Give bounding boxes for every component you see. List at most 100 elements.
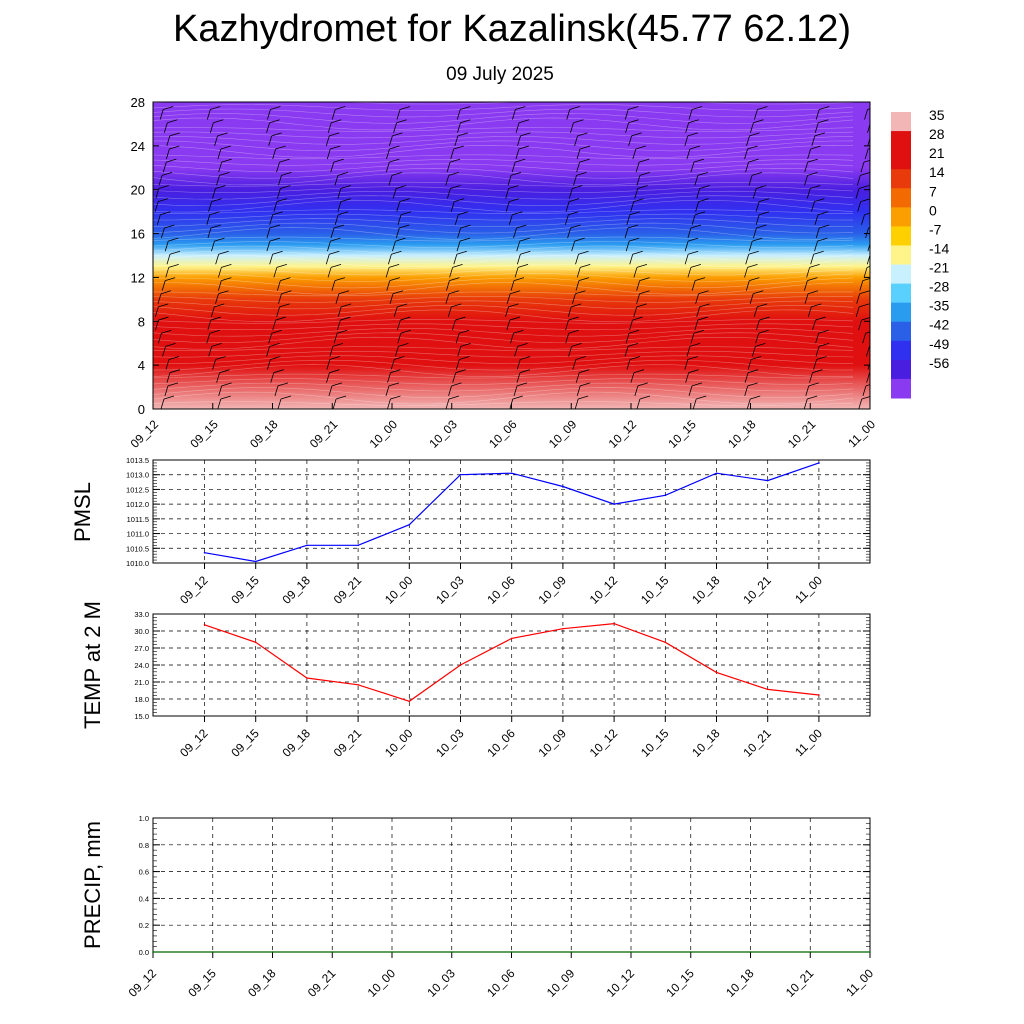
wind-barb-flag xyxy=(818,329,829,334)
heatmap-xtick-label: 11_00 xyxy=(845,417,878,450)
wind-barb-flag xyxy=(398,342,409,347)
heatmap-ytick-label: 4 xyxy=(138,358,145,373)
wind-barb-flag xyxy=(396,119,407,124)
wind-barb-flag xyxy=(389,145,400,150)
wind-barb-flag xyxy=(753,119,764,124)
wind-barb-staff xyxy=(397,214,402,225)
wind-barb-flag xyxy=(579,369,590,374)
contour-line xyxy=(153,336,854,350)
wind-barb-staff xyxy=(568,346,572,357)
xtick-label: 09_12 xyxy=(177,573,211,607)
data-point xyxy=(715,472,718,475)
colorbar-swatch xyxy=(891,302,911,323)
wind-barb-flag xyxy=(390,369,401,374)
wind-barb-flag xyxy=(273,369,284,374)
contour-line xyxy=(153,158,854,166)
wind-barb-staff xyxy=(625,333,630,344)
wind-barb-staff xyxy=(215,293,219,304)
heatmap-xtick-label: 10_18 xyxy=(725,417,759,451)
wind-barb-staff xyxy=(574,398,579,409)
wind-barb-staff xyxy=(457,122,461,133)
wind-barb-staff xyxy=(337,306,342,318)
wind-barb-staff xyxy=(386,280,391,291)
wind-barb-flag xyxy=(340,316,351,321)
wind-barb-staff xyxy=(455,333,460,344)
wind-barb-staff xyxy=(744,267,748,278)
wind-barb-staff xyxy=(337,319,341,331)
wind-barb-flag xyxy=(459,329,470,334)
wind-barb-staff xyxy=(455,359,460,370)
wind-barb-staff xyxy=(570,122,574,133)
wind-barb-staff xyxy=(393,122,397,133)
wind-barb-staff xyxy=(748,240,753,252)
wind-barb-staff xyxy=(448,385,452,396)
wind-barb-staff xyxy=(572,293,576,304)
wind-barb-staff xyxy=(575,280,580,291)
wind-barb-flag xyxy=(814,198,825,203)
wind-barb-staff xyxy=(208,201,212,212)
wind-barb-flag xyxy=(220,395,231,400)
wind-barb-staff xyxy=(217,280,222,291)
wind-barb-staff xyxy=(270,372,275,383)
contour-line xyxy=(153,213,854,221)
wind-barb-flag xyxy=(809,264,820,268)
wind-barb-staff xyxy=(856,175,861,186)
contour-line xyxy=(153,172,854,186)
wind-barb-flag xyxy=(633,369,645,374)
wind-barb-staff xyxy=(755,214,760,225)
wind-barb-staff xyxy=(396,109,401,120)
wind-barb-staff xyxy=(511,162,516,173)
wind-barb-flag xyxy=(691,382,703,387)
wind-barb-staff xyxy=(276,306,281,318)
wind-barb-flag xyxy=(210,224,222,229)
chart-title: Kazhydromet for Kazalinsk(45.77 62.12) xyxy=(172,8,852,50)
wind-barb-staff xyxy=(456,240,461,252)
wind-barb-flag xyxy=(575,356,586,360)
wind-barb-flag xyxy=(451,303,462,308)
data-point xyxy=(211,951,214,953)
wind-barb-staff xyxy=(218,267,222,278)
wind-barb-staff xyxy=(516,254,521,265)
wind-barb-staff xyxy=(624,227,629,239)
wind-barb-staff xyxy=(568,188,573,199)
wind-barb-flag xyxy=(211,342,222,347)
wind-barb-staff xyxy=(447,188,451,199)
data-point xyxy=(357,684,359,686)
wind-barb-flag xyxy=(693,329,705,334)
wind-barb-flag xyxy=(864,212,870,216)
wind-barb-staff xyxy=(157,293,162,304)
wind-barb-staff xyxy=(515,148,520,160)
wind-barb-flag xyxy=(214,303,225,308)
wind-barb-flag xyxy=(515,106,526,110)
wind-barb-flag xyxy=(688,250,699,255)
wind-barb-staff xyxy=(274,385,279,396)
contour-line xyxy=(153,346,854,352)
wind-barb-staff xyxy=(278,293,282,304)
wind-barb-flag xyxy=(747,382,758,387)
wind-barb-flag xyxy=(169,132,180,137)
contour-line xyxy=(153,296,854,303)
wind-barb-staff xyxy=(334,214,339,225)
contour-line xyxy=(153,323,854,331)
wind-barb-staff xyxy=(385,385,390,396)
wind-barb-staff xyxy=(446,280,450,291)
wind-barb-flag xyxy=(517,264,529,268)
wind-barb-flag xyxy=(807,395,818,400)
wind-barb-staff xyxy=(626,359,631,370)
wind-barb-flag xyxy=(280,395,292,400)
wind-barb-staff xyxy=(166,254,171,265)
wind-barb-flag xyxy=(161,329,172,334)
xtick-label: 10_00 xyxy=(365,966,399,1000)
wind-barb-staff xyxy=(865,227,869,239)
wind-barb-staff xyxy=(747,359,752,370)
wind-barb-staff xyxy=(326,372,330,383)
wind-barb-staff xyxy=(688,385,693,396)
wind-barb-staff xyxy=(389,135,393,146)
heatmap-ytick-label: 20 xyxy=(131,183,145,198)
wind-barb-flag xyxy=(337,171,349,176)
contour-lines xyxy=(153,102,854,406)
wind-barb-staff xyxy=(636,280,641,291)
wind-barb-flag xyxy=(520,132,531,137)
contour-line xyxy=(153,250,854,261)
